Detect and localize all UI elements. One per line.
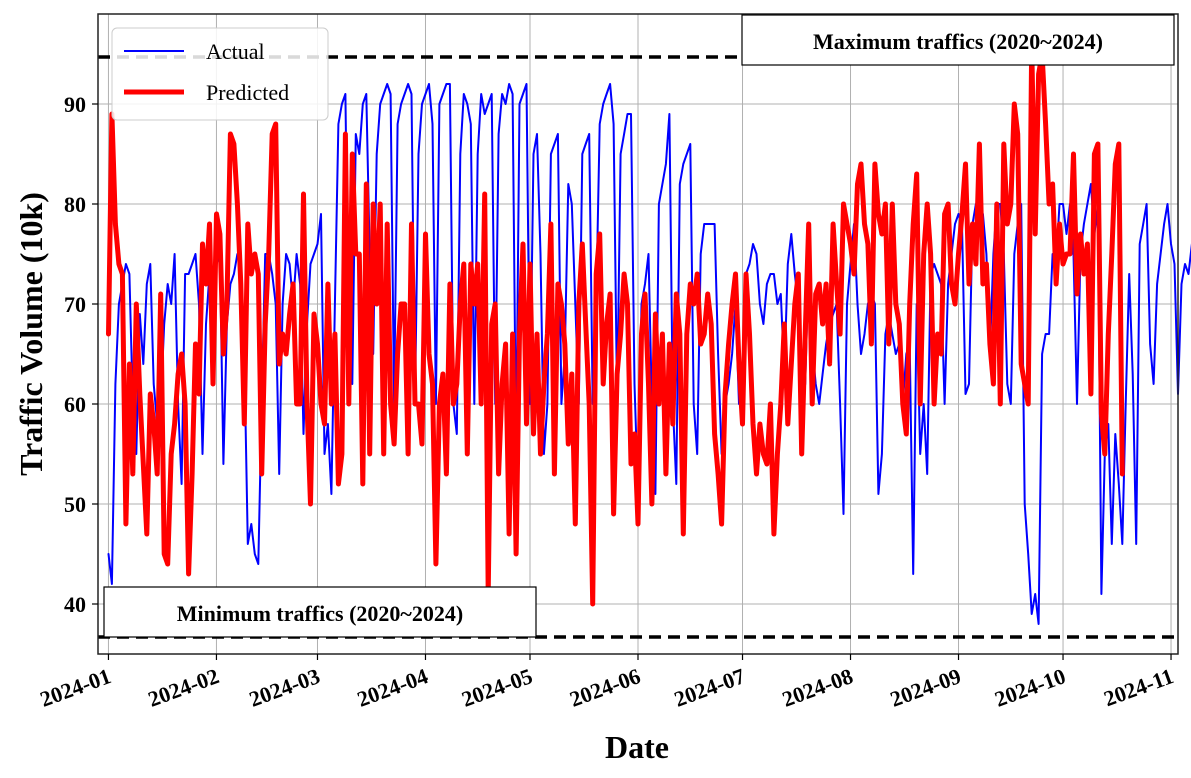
min-annotation-label: Minimum traffics (2020~2024) — [177, 601, 463, 626]
y-tick-label: 50 — [64, 492, 86, 517]
legend: Actual Predicted — [111, 27, 329, 121]
max-annotation-label: Maximum traffics (2020~2024) — [813, 29, 1103, 54]
y-tick-label: 90 — [64, 92, 86, 117]
y-tick-label: 80 — [64, 192, 86, 217]
y-tick-label: 60 — [64, 392, 86, 417]
y-axis-ticks: 40 50 60 70 80 90 — [64, 92, 98, 617]
legend-label-actual: Actual — [206, 39, 265, 64]
y-tick-label: 70 — [64, 292, 86, 317]
max-annotation-box — [741, 14, 1175, 66]
legend-label-predicted: Predicted — [206, 80, 289, 105]
x-axis-label: Date — [605, 729, 669, 765]
min-annotation-box — [103, 586, 537, 638]
series-layer — [106, 41, 1191, 625]
series-line-predicted — [106, 41, 1125, 607]
y-axis-label: Traffic Volume (10k) — [13, 192, 49, 476]
y-tick-label: 40 — [64, 592, 86, 617]
